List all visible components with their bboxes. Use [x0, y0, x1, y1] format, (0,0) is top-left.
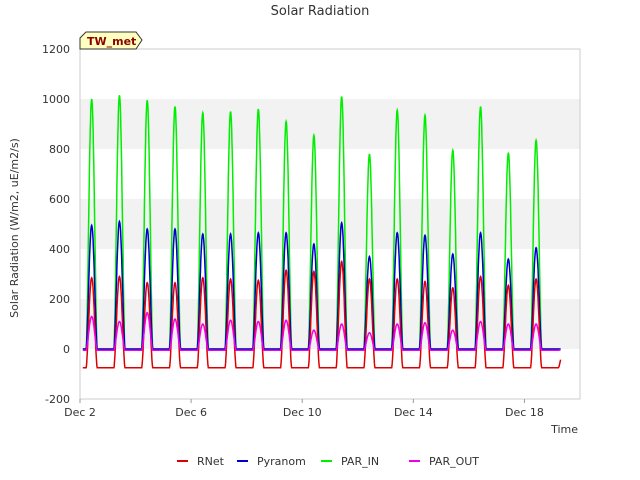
- series-layer: [82, 95, 562, 369]
- grid-band: [80, 299, 580, 349]
- y-axis-title: Solar Radiation (W/m2, uE/m2/s): [8, 138, 21, 318]
- grid-band: [80, 349, 580, 399]
- y-tick-label: 1200: [42, 43, 70, 56]
- legend-label: RNet: [197, 455, 225, 468]
- chart-title: Solar Radiation: [271, 4, 370, 19]
- series-line-rnet: [82, 259, 562, 369]
- y-tick-label: -200: [45, 393, 70, 406]
- grid-band: [80, 99, 580, 149]
- y-tick-label: 200: [49, 293, 70, 306]
- y-tick-label: 0: [63, 343, 70, 356]
- y-tick-label: 400: [49, 243, 70, 256]
- station-badge: TW_met: [79, 31, 143, 50]
- y-tick-label: 800: [49, 143, 70, 156]
- grid-band: [80, 199, 580, 249]
- grid-band: [80, 249, 580, 299]
- series-line-par-out: [82, 312, 561, 352]
- legend-label: PAR_OUT: [429, 455, 479, 468]
- legend-label: PAR_IN: [341, 455, 379, 468]
- x-axis-ticks: Dec 2 Dec 6 Dec 10 Dec 14 Dec 18: [64, 399, 544, 419]
- grid-band: [80, 149, 580, 199]
- x-tick-label: Dec 6: [175, 406, 207, 419]
- plot-frame: [79, 48, 581, 400]
- y-tick-label: 600: [49, 193, 70, 206]
- station-badge-shape: [79, 31, 143, 50]
- series-line-pyranom: [82, 219, 561, 350]
- grid-band: [80, 49, 580, 99]
- legend-label: Pyranom: [257, 455, 306, 468]
- x-axis-title: Time: [550, 423, 578, 436]
- legend: RNet Pyranom PAR_IN PAR_OUT: [177, 455, 479, 468]
- x-tick-label: Dec 18: [505, 406, 544, 419]
- x-tick-label: Dec 2: [64, 406, 96, 419]
- y-axis-ticks: -200 0 200 400 600 800 1000 1200: [42, 43, 70, 406]
- x-tick-label: Dec 14: [394, 406, 433, 419]
- y-tick-label: 1000: [42, 93, 70, 106]
- station-badge-label: TW_met: [87, 35, 136, 48]
- x-tick-label: Dec 10: [283, 406, 322, 419]
- grid-bands: [80, 49, 580, 399]
